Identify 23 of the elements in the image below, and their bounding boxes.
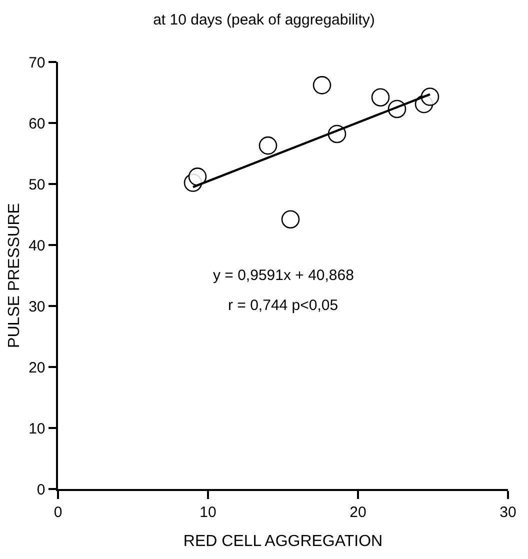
x-tick-label: 10 <box>200 504 216 521</box>
annotation: y = 0,9591x + 40,868 <box>213 267 354 284</box>
y-tick-label: 70 <box>28 54 46 72</box>
x-axis-title: RED CELL AGGREGATION <box>183 532 383 550</box>
point <box>258 136 278 155</box>
y-tick-label: 10 <box>28 420 46 438</box>
x-tick-label: 30 <box>500 504 516 521</box>
chart-title: at 10 days (peak of aggregability) <box>153 11 375 28</box>
point <box>188 168 207 186</box>
y-tick-label: 30 <box>28 298 46 316</box>
point <box>420 88 440 106</box>
point <box>281 210 300 229</box>
y-tick-label: 50 <box>28 176 46 194</box>
x-tick-label: 0 <box>54 504 62 521</box>
annotation: r = 0,744 p<0,05 <box>228 297 338 314</box>
y-tick-label: 60 <box>28 115 46 132</box>
point <box>312 76 332 94</box>
x-tick-label: 20 <box>350 504 366 521</box>
y-tick-label: 40 <box>28 237 46 254</box>
y-tick-label: 0 <box>36 481 46 498</box>
y-tick-label: 20 <box>28 359 46 376</box>
y-axis-title: PULSE PRESSURE <box>6 203 23 348</box>
point <box>371 88 390 107</box>
